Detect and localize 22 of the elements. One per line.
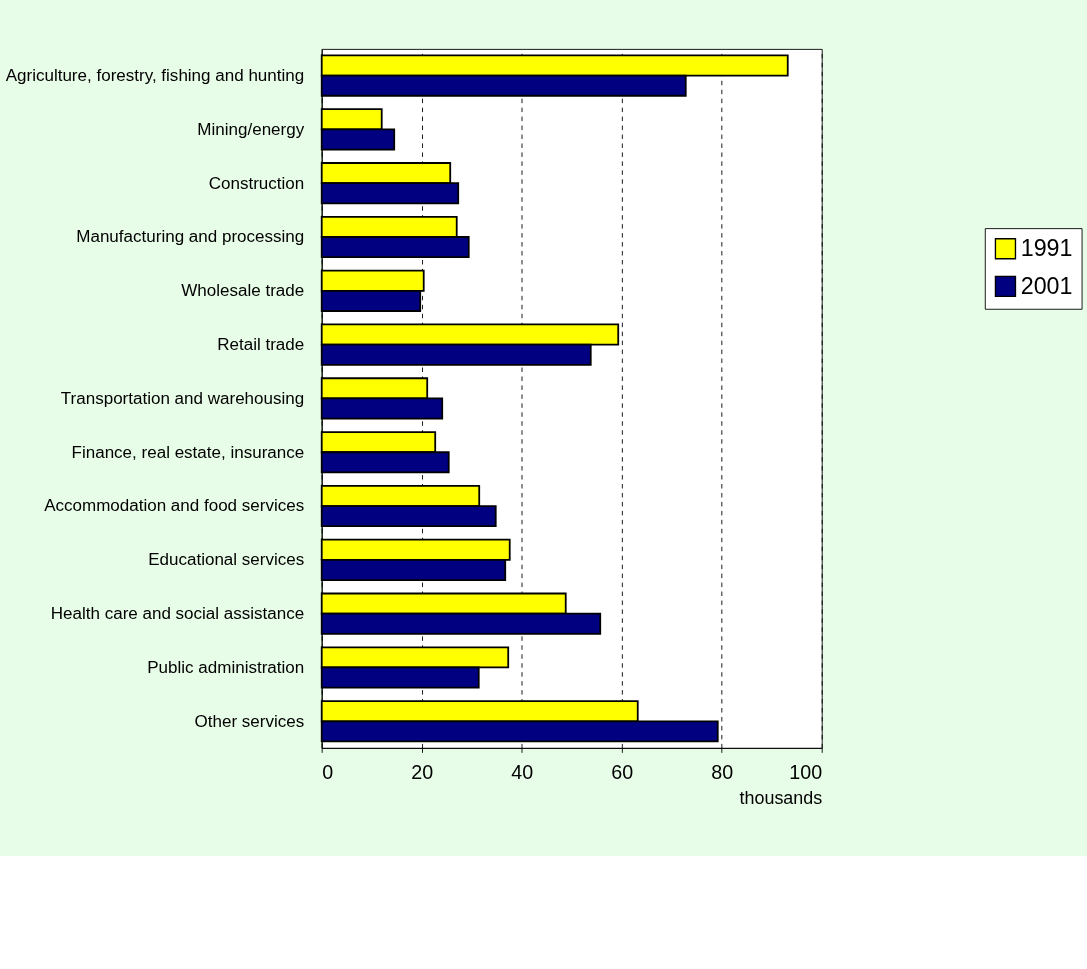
x-tick-label: 0 — [322, 760, 334, 783]
y-tick-label: Health care and social assistance — [50, 604, 305, 624]
y-tick-label: Agriculture, forestry, fishing and hunting — [5, 65, 305, 85]
y-tick-label: Finance, real estate, insurance — [71, 442, 305, 462]
x-tick-label: 40 — [511, 760, 534, 783]
y-tick-label: Wholesale trade — [181, 281, 305, 301]
legend-label: 2001 — [1020, 272, 1073, 299]
x-tick-label: 80 — [711, 760, 734, 783]
y-tick-label: Transportation and warehousing — [60, 388, 305, 408]
y-tick-label: Other services — [194, 711, 305, 731]
y-tick-label: Manufacturing and processing — [76, 227, 305, 247]
legend-label: 1991 — [1020, 234, 1073, 261]
x-tick-label: 100 — [789, 760, 823, 783]
y-tick-label: Mining/energy — [197, 119, 305, 139]
x-tick-label: 20 — [411, 760, 434, 783]
y-tick-label: Accommodation and food services — [44, 496, 305, 516]
y-tick-label: Retail trade — [217, 335, 305, 354]
y-tick-label: Construction — [208, 173, 305, 193]
x-axis-title: thousands — [739, 787, 823, 808]
x-tick-label: 60 — [611, 760, 634, 783]
y-tick-label: Educational services — [148, 550, 305, 570]
y-tick-label: Public administration — [147, 657, 305, 677]
